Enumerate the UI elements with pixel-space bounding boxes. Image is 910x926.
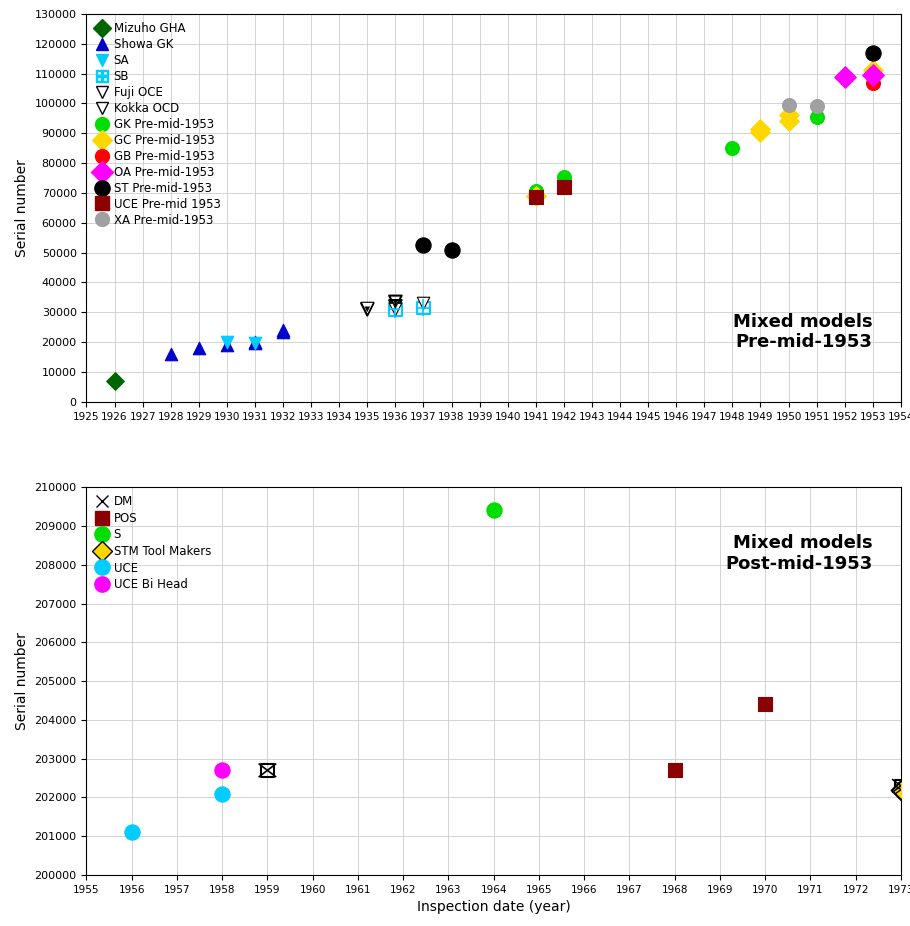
Point [388, 294, 402, 309]
Point [360, 302, 375, 317]
Point [753, 122, 768, 137]
Point [388, 299, 402, 314]
Point [894, 779, 908, 794]
Point [276, 324, 290, 339]
Point [388, 302, 402, 317]
Point [416, 238, 430, 253]
Point [360, 302, 375, 317]
Point [865, 66, 880, 81]
Point [809, 109, 824, 124]
Point [557, 180, 571, 194]
Point [529, 189, 543, 204]
Point [164, 346, 178, 361]
Point [215, 763, 229, 778]
Legend: DM, POS, S, STM Tool Makers, UCE, UCE Bi Head: DM, POS, S, STM Tool Makers, UCE, UCE Bi… [91, 492, 215, 594]
Point [248, 334, 262, 349]
Point [758, 697, 773, 712]
Point [248, 335, 262, 350]
Point [782, 111, 796, 126]
Point [782, 108, 796, 123]
Point [865, 63, 880, 78]
Point [782, 97, 796, 112]
Point [107, 373, 122, 388]
Point [260, 763, 275, 778]
Point [557, 169, 571, 184]
Point [248, 335, 262, 350]
Point [388, 294, 402, 309]
Point [529, 190, 543, 205]
Point [416, 296, 430, 311]
Point [276, 322, 290, 337]
Point [416, 300, 430, 315]
Point [809, 99, 824, 114]
Point [782, 114, 796, 129]
Point [125, 825, 139, 840]
Point [865, 45, 880, 60]
Point [865, 75, 880, 90]
Point [529, 184, 543, 199]
Y-axis label: Serial number: Serial number [15, 159, 29, 257]
Point [444, 243, 459, 257]
Point [865, 68, 880, 82]
Point [219, 337, 234, 352]
Point [388, 301, 402, 316]
Point [219, 334, 234, 349]
Point [388, 299, 402, 314]
Point [360, 300, 375, 315]
Y-axis label: Serial number: Serial number [15, 632, 29, 730]
Point [894, 782, 908, 797]
Text: Mixed models
Post-mid-1953: Mixed models Post-mid-1953 [725, 533, 873, 572]
X-axis label: Inspection date (year): Inspection date (year) [417, 900, 571, 914]
Point [667, 763, 682, 778]
Point [191, 341, 206, 356]
Legend: Mizuho GHA, Showa GK, SA, SB, Fuji OCE, Kokka OCD, GK Pre-mid-1953, GC Pre-mid-1: Mizuho GHA, Showa GK, SA, SB, Fuji OCE, … [91, 19, 224, 231]
Point [725, 141, 740, 156]
Text: Mixed models
Pre-mid-1953: Mixed models Pre-mid-1953 [733, 313, 873, 351]
Point [837, 69, 852, 84]
Point [487, 503, 501, 518]
Point [215, 786, 229, 801]
Point [753, 124, 768, 139]
